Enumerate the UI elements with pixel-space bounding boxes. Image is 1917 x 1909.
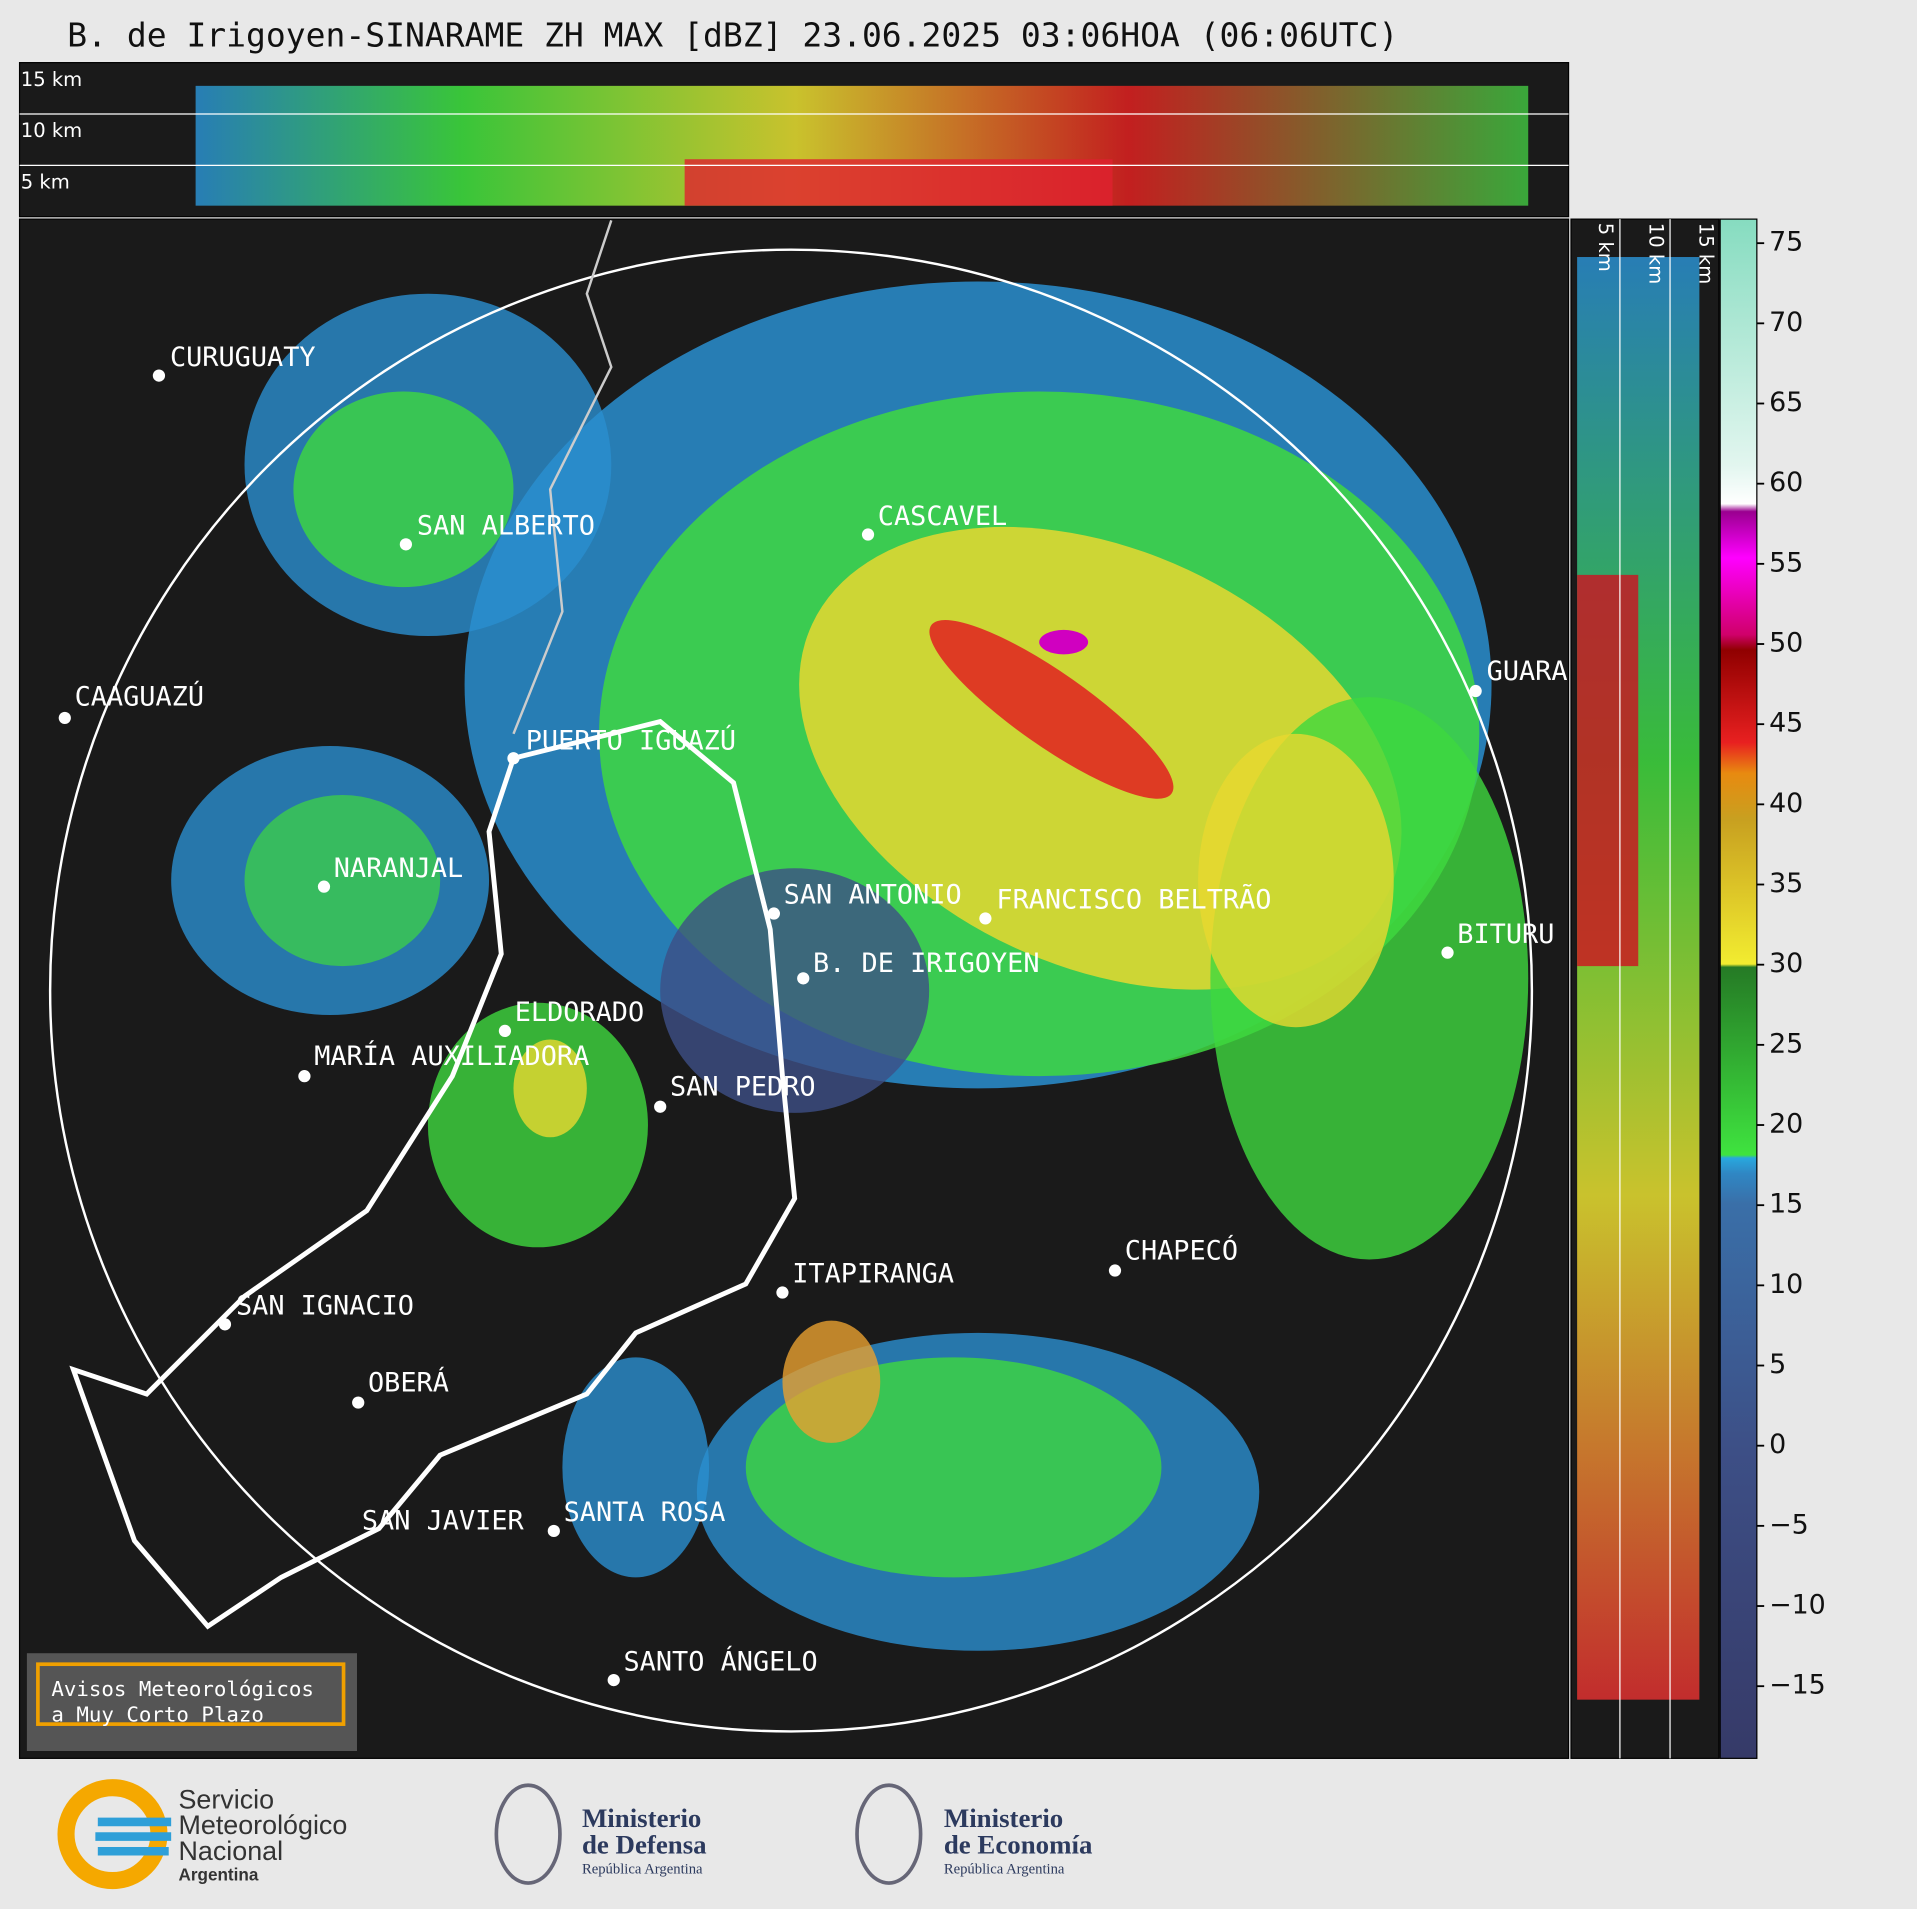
colorbar-tick-label: 50 [1769,628,1803,659]
city-label: SAN ANTONIO [784,880,962,911]
city-dot [1108,1264,1122,1277]
city-dot [547,1524,560,1538]
height-label: 5 km [21,171,70,194]
colorbar [1719,218,1758,1759]
colorbar-tick-label: 40 [1769,788,1803,819]
logo-text: Servicio [178,1784,274,1814]
city-label: FRANCISCO BELTRÃO [996,884,1271,916]
city-label: SAN PEDRO [670,1072,816,1103]
notice-box [26,1653,357,1752]
colorbar-tick-label: −15 [1769,1670,1826,1701]
logo-text: Argentina [178,1866,258,1885]
city-label: SAN IGNACIO [236,1291,414,1322]
city-dot [1469,684,1482,698]
city-label: B. DE IRIGOYEN [813,948,1040,979]
colorbar-tick-label: 60 [1769,467,1803,498]
city-dot [797,972,810,985]
city-label: CURUGUATY [170,342,316,373]
logo-text: de Economía [944,1830,1093,1860]
city-label: ELDORADO [515,997,644,1028]
colorbar-tick-label: 30 [1769,948,1803,979]
city-label: GUARA [1487,656,1568,687]
city-dot [498,1024,512,1038]
city-dot [58,711,71,725]
city-dot [218,1318,232,1331]
colorbar-tick-label: 5 [1769,1349,1786,1380]
border [69,718,798,1630]
colorbar-tick-label: 0 [1769,1429,1786,1460]
title: B. de Irigoyen-SINARAME ZH MAX [dBZ] 23.… [67,16,1398,55]
city-dot [776,1286,789,1299]
logo-text: Ministerio [582,1803,701,1833]
colorbar-tick-label: 35 [1769,868,1803,899]
range-ring [48,248,1534,1733]
shield [494,1783,562,1885]
logo-text: Meteorológico [178,1810,347,1840]
colorbar-tick-label: 15 [1769,1189,1803,1220]
city-dot [399,538,413,551]
colorbar-tick-label: 45 [1769,708,1803,739]
city-label: ITAPIRANGA [792,1259,954,1290]
city-dot [317,880,331,893]
colorbar-tick-label: 10 [1769,1269,1803,1300]
colorbar-tick-label: −5 [1769,1509,1809,1540]
shield [855,1783,923,1885]
city-label: CASCAVEL [878,501,1007,532]
city-label: OBERÁ [368,1367,449,1399]
colorbar-tick-label: 55 [1769,547,1803,578]
city-dot [152,369,166,382]
city-label: MARÍA AUXILIADORA [314,1040,589,1072]
notice-text: Avisos Meteorológicos [51,1677,314,1701]
height-label: 10 km [1644,223,1667,284]
colorbar-tick-label: 70 [1769,307,1803,338]
city-dot [352,1396,365,1409]
city-label: SANTO ÁNGELO [624,1645,818,1677]
side-echo [1577,257,1700,1700]
colorbar-tick-label: 65 [1769,387,1803,418]
height-label: 15 km [21,68,82,91]
echoes [171,281,1529,1651]
height-label: 5 km [1594,223,1617,272]
height-label: 10 km [21,119,82,142]
city-label: CAAGUAZÚ [75,681,204,713]
logo-text: República Argentina [582,1861,703,1877]
top-core [684,159,1113,206]
city-dot [507,752,520,765]
city-label: SAN ALBERTO [417,511,595,542]
colorbar-tick-label: 20 [1769,1109,1803,1140]
city-dot [607,1673,620,1687]
height-label: 15 km [1694,223,1717,284]
city-dot [861,528,875,541]
logo-text: Nacional [178,1836,283,1866]
city-label: PUERTO IGUAZÚ [526,725,736,757]
city-dot [298,1070,311,1083]
border [512,219,613,735]
city-dot [767,907,781,920]
smn-logo [95,1817,172,1856]
side-core [1577,574,1639,967]
city-labels: CURUGUATY SAN ALBERTO CAAGUAZÚ PUERTO IGUAZ… [58,342,1568,1687]
colorbar-tick-label: 75 [1769,227,1803,258]
city-label: CHAPECÓ [1125,1235,1238,1267]
city-label: SAN JAVIER [362,1506,525,1537]
logo-text: Ministerio [944,1803,1063,1833]
logo-text: de Defensa [582,1830,707,1860]
notice-frame [36,1662,346,1726]
city-label: BITURU [1457,919,1554,950]
city-label: NARANJAL [334,853,463,884]
colorbar-tick-label: −10 [1769,1590,1826,1621]
notice-text: a Muy Corto Plazo [51,1703,264,1727]
city-dot [1441,946,1454,959]
city-label: SANTA ROSA [564,1497,726,1528]
colorbar-tick-label: 25 [1769,1028,1803,1059]
city-dot [654,1100,667,1113]
city-dot [979,912,992,925]
logo-text: República Argentina [944,1861,1065,1877]
